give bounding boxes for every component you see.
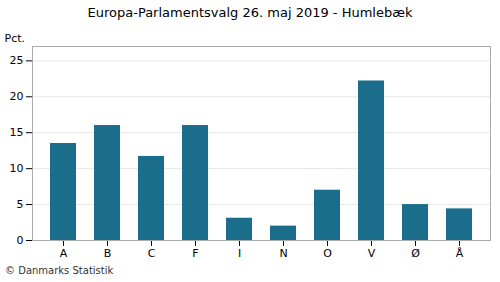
svg-text:Ø: Ø [411,247,420,260]
svg-text:F: F [192,247,198,260]
html-text:Europa-Parlamentsvalg 26. maj: Europa-Parlamentsvalg 26. maj 2019 - Hum… [87,5,413,20]
svg-text:Pct.: Pct. [5,32,26,45]
svg-text:20: 20 [10,90,24,103]
svg-text:10: 10 [10,162,24,175]
svg-text:5: 5 [17,198,24,211]
svg-text:0: 0 [17,234,24,247]
html-text:© Danmarks Statistik: © Danmarks Statistik [5,265,114,276]
svg-text:V: V [368,247,376,260]
svg-text:O: O [323,247,332,260]
svg-text:A: A [60,247,68,260]
svg-text:N: N [279,247,287,260]
svg-text:25: 25 [10,54,24,67]
svg-text:C: C [148,247,156,260]
svg-text:Å: Å [456,247,464,260]
svg-text:I: I [238,247,241,260]
svg-text:15: 15 [10,126,24,139]
svg-text:B: B [104,247,112,260]
